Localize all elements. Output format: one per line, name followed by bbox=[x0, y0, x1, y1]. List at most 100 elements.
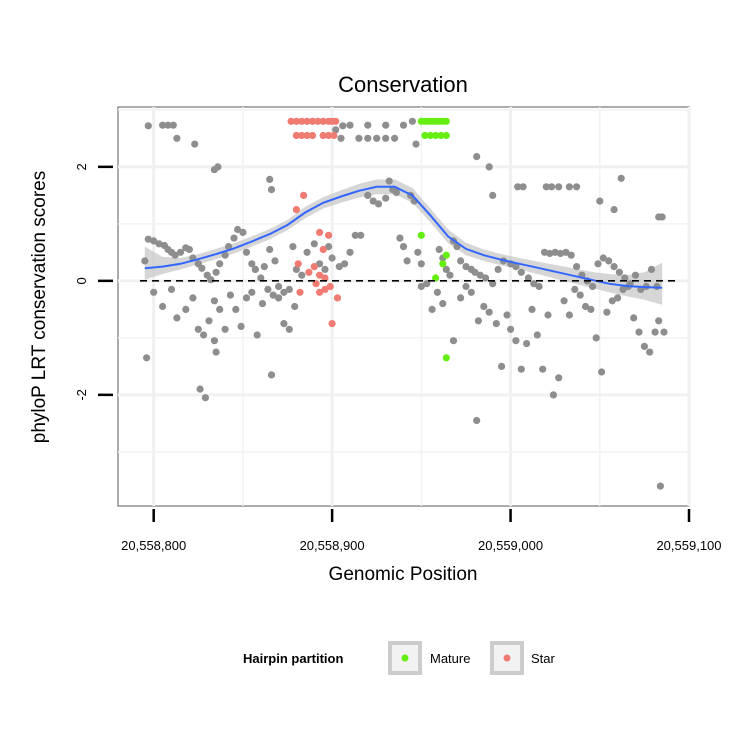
data-point bbox=[280, 288, 288, 296]
data-point bbox=[489, 191, 497, 199]
data-point bbox=[143, 354, 151, 362]
data-point bbox=[257, 274, 265, 282]
data-point-star bbox=[303, 117, 311, 125]
data-point bbox=[396, 234, 404, 242]
data-point bbox=[544, 311, 552, 319]
data-point bbox=[474, 317, 482, 325]
data-point bbox=[614, 294, 622, 302]
data-point-star bbox=[333, 294, 342, 302]
data-point bbox=[242, 294, 251, 302]
x-axis: 20,558,800 20,558,900 20,559,000 20,559,100 bbox=[121, 509, 722, 553]
data-point bbox=[517, 268, 525, 276]
data-point bbox=[267, 371, 276, 379]
data-point bbox=[573, 183, 581, 191]
data-point bbox=[164, 121, 172, 129]
data-point bbox=[608, 297, 616, 305]
data-point bbox=[414, 248, 422, 256]
data-point bbox=[210, 337, 218, 345]
y-tick-label: 0 bbox=[74, 277, 89, 284]
data-point-star bbox=[310, 263, 318, 271]
x-tick-label: 20,559,100 bbox=[656, 538, 721, 553]
data-point bbox=[660, 328, 668, 336]
data-point bbox=[346, 248, 354, 256]
data-point bbox=[260, 263, 268, 271]
data-point bbox=[598, 368, 606, 376]
data-point bbox=[200, 331, 208, 339]
data-point bbox=[549, 391, 558, 399]
data-point bbox=[658, 213, 666, 221]
data-point bbox=[275, 282, 283, 291]
x-tick-label: 20,558,800 bbox=[121, 538, 186, 553]
data-point bbox=[328, 254, 336, 262]
data-point bbox=[346, 121, 354, 129]
data-point bbox=[221, 251, 229, 259]
data-point-star bbox=[332, 117, 340, 125]
data-point bbox=[266, 175, 274, 183]
data-point bbox=[325, 243, 333, 251]
data-point bbox=[587, 305, 595, 313]
data-point bbox=[449, 337, 458, 345]
legend-label-star: Star bbox=[531, 651, 556, 666]
legend-key-star-dot bbox=[503, 654, 511, 662]
data-point bbox=[226, 291, 234, 299]
data-point bbox=[573, 263, 581, 271]
data-point bbox=[335, 263, 343, 271]
data-point bbox=[298, 271, 306, 279]
data-point-star bbox=[316, 288, 324, 296]
plot-panel-border bbox=[117, 106, 690, 507]
data-point bbox=[512, 263, 520, 271]
data-point bbox=[230, 234, 238, 242]
data-point bbox=[385, 177, 393, 185]
data-point bbox=[341, 260, 349, 268]
data-point bbox=[182, 305, 190, 313]
data-point bbox=[339, 122, 347, 130]
data-point bbox=[248, 260, 256, 268]
data-point bbox=[567, 251, 575, 259]
data-point bbox=[292, 265, 300, 273]
data-point bbox=[512, 337, 520, 345]
data-point bbox=[303, 248, 311, 256]
data-point-mature bbox=[442, 131, 450, 140]
data-point bbox=[189, 294, 197, 302]
legend-key-mature-box bbox=[388, 641, 422, 675]
data-point-mature bbox=[432, 131, 440, 140]
data-point bbox=[234, 225, 242, 234]
data-point bbox=[603, 308, 611, 316]
legend-key-mature-dot bbox=[401, 654, 409, 662]
data-point bbox=[275, 294, 283, 302]
data-point bbox=[167, 285, 176, 293]
data-point-star bbox=[287, 117, 295, 125]
legend-key-star: Star bbox=[490, 641, 556, 675]
data-point bbox=[248, 288, 256, 296]
data-point bbox=[176, 248, 185, 256]
data-point bbox=[631, 271, 640, 279]
data-point-star bbox=[330, 131, 338, 140]
data-point-mature bbox=[442, 251, 450, 259]
data-point bbox=[225, 243, 233, 251]
data-point bbox=[141, 257, 149, 265]
data-point bbox=[435, 245, 443, 254]
data-point bbox=[546, 249, 554, 258]
data-point bbox=[271, 257, 279, 265]
data-point bbox=[351, 231, 359, 239]
data-point bbox=[332, 126, 340, 134]
data-point bbox=[485, 308, 493, 316]
data-point bbox=[462, 263, 470, 271]
data-point bbox=[528, 305, 536, 313]
data-point bbox=[364, 191, 372, 199]
legend-key-mature: Mature bbox=[388, 641, 470, 675]
data-point bbox=[382, 194, 390, 202]
data-point-star bbox=[326, 282, 334, 291]
data-point-star bbox=[325, 131, 333, 140]
data-point bbox=[533, 331, 541, 339]
data-point bbox=[523, 340, 531, 348]
data-point bbox=[251, 265, 259, 273]
data-point bbox=[433, 288, 441, 296]
data-point-star bbox=[292, 131, 300, 140]
data-point bbox=[412, 140, 420, 148]
data-point bbox=[198, 264, 206, 272]
data-point bbox=[391, 134, 399, 142]
data-point bbox=[212, 268, 220, 276]
data-point-mature bbox=[439, 260, 447, 268]
data-point bbox=[615, 268, 624, 276]
